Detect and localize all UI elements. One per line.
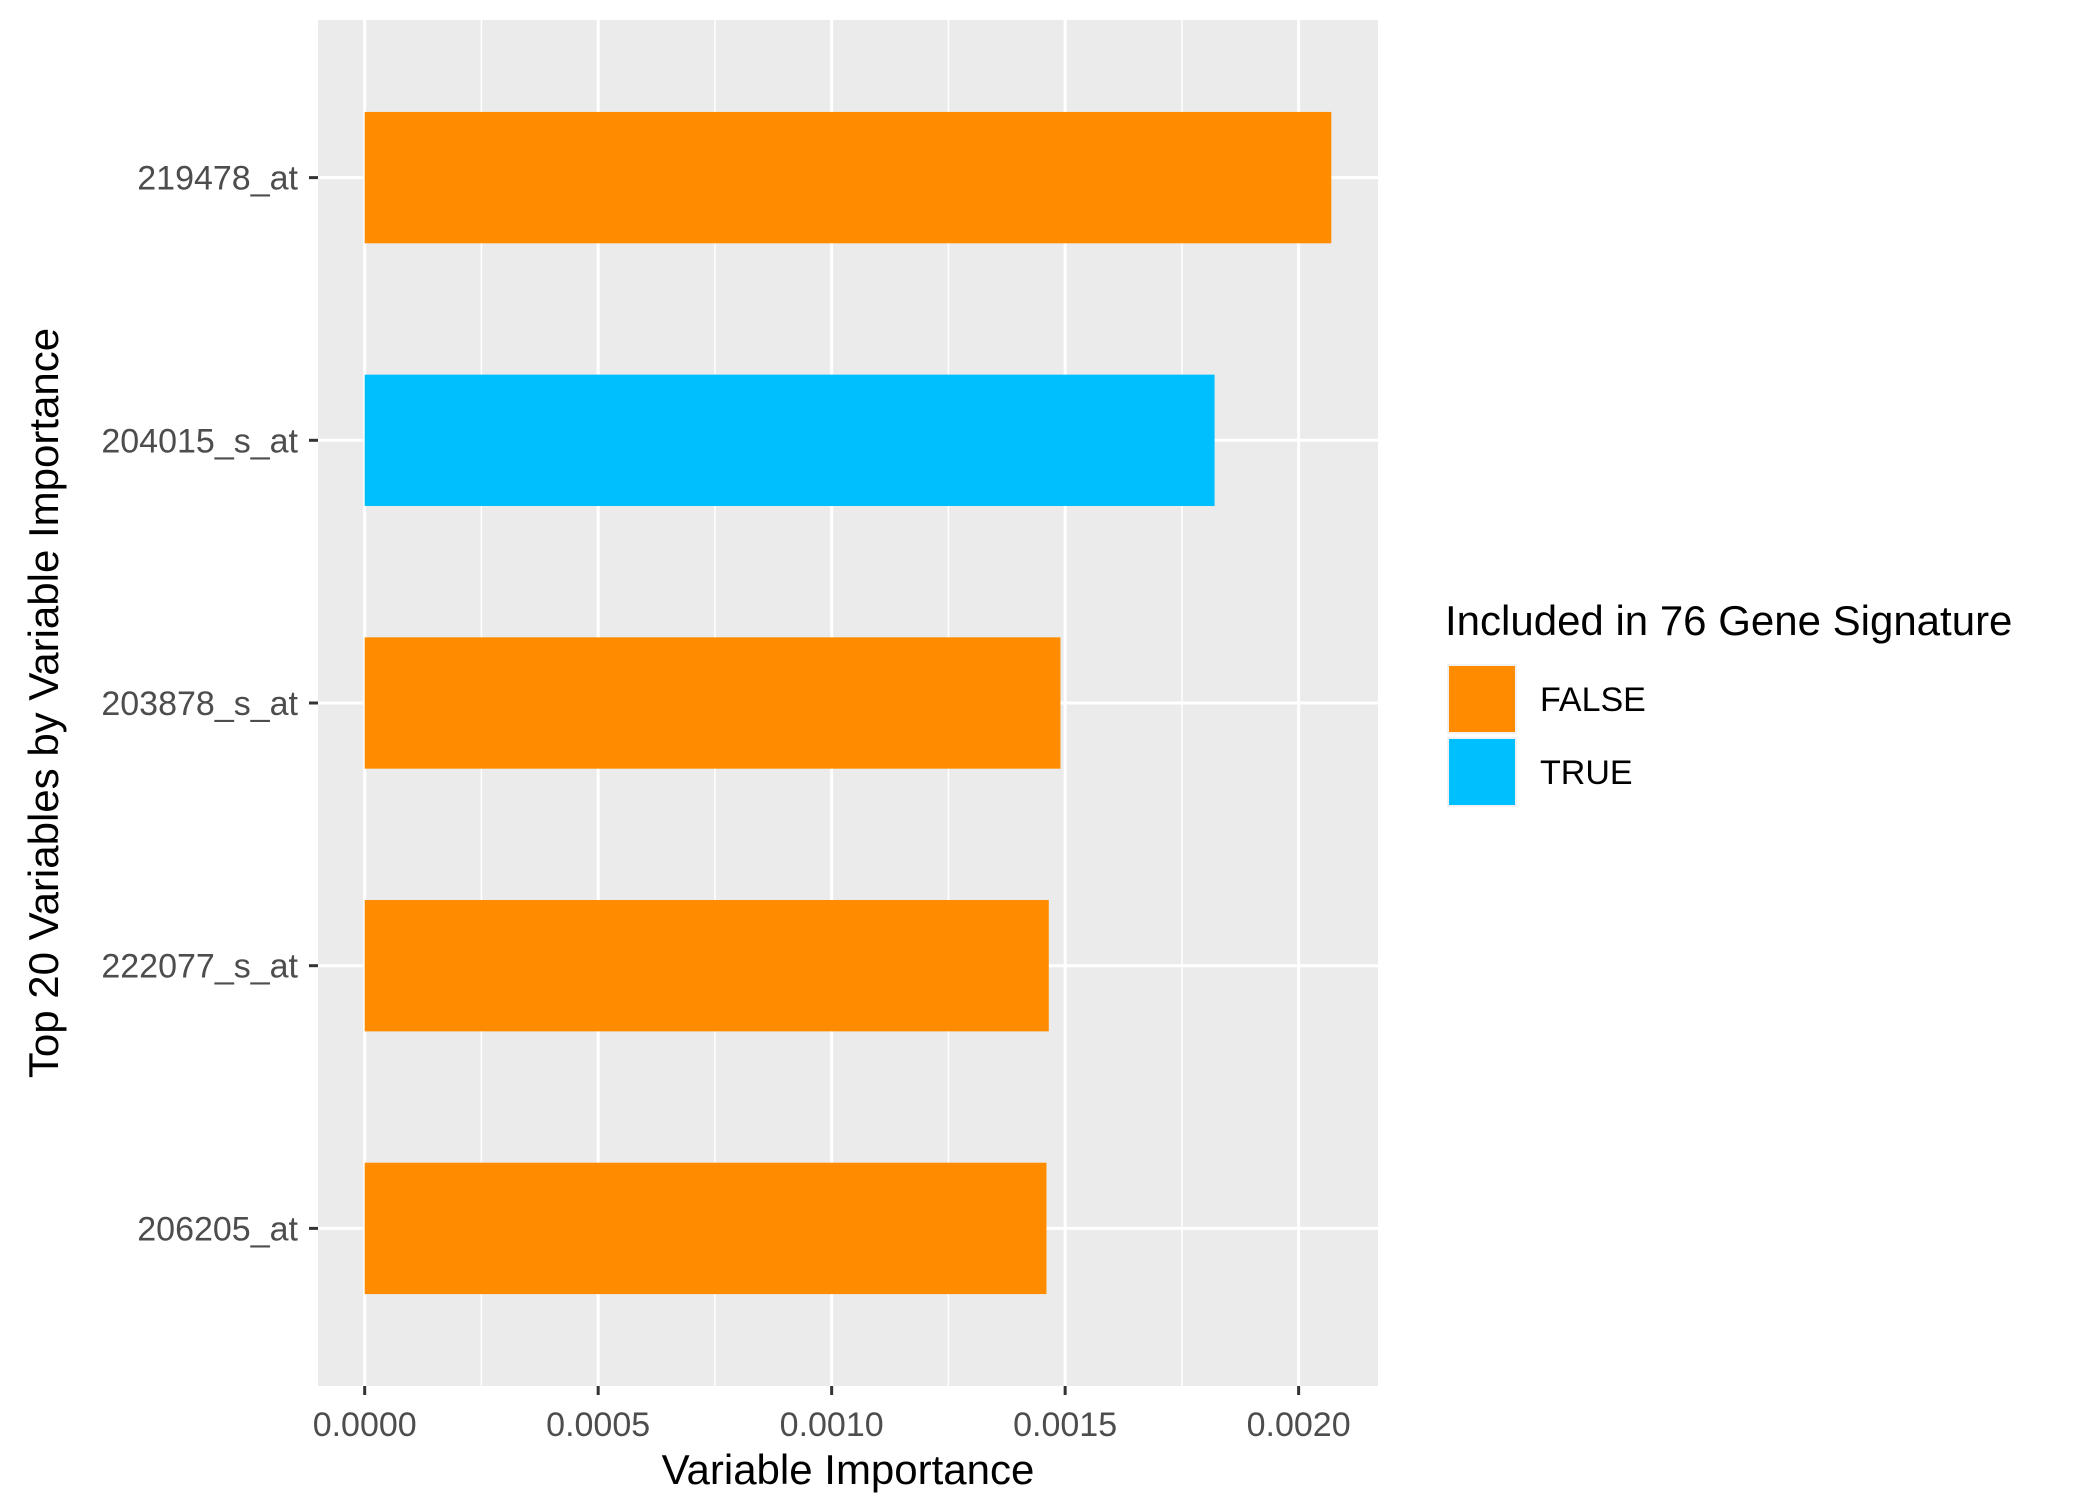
- legend-label-true: TRUE: [1540, 754, 1633, 792]
- y-tick-label: 219478_at: [137, 160, 298, 198]
- y-tick-label: 222077_s_at: [101, 948, 298, 986]
- x-tick-label: 0.0010: [780, 1406, 884, 1444]
- x-tick-label: 0.0000: [313, 1406, 417, 1444]
- x-tick-label: 0.0015: [1013, 1406, 1117, 1444]
- legend-key-false: [1449, 666, 1515, 732]
- bar-219478_at: [364, 111, 1332, 244]
- y-tick-label: 204015_s_at: [101, 422, 298, 460]
- y-axis-title: Top 20 Variables by Variable Importance: [20, 328, 67, 1078]
- bar-222077_s_at: [364, 900, 1049, 1032]
- bar-206205_at: [364, 1162, 1047, 1295]
- y-axis-ticks: 219478_at 204015_s_at 203878_s_at 222077_s_…: [101, 160, 318, 1248]
- bar-204015_s_at: [364, 374, 1215, 506]
- legend: Included in 76 Gene Signature FALSE TRUE: [1445, 597, 2012, 807]
- bar-203878_s_at: [364, 637, 1061, 769]
- legend-key-true: [1449, 739, 1515, 805]
- x-axis-title: Variable Importance: [662, 1446, 1035, 1493]
- legend-title: Included in 76 Gene Signature: [1445, 597, 2012, 644]
- x-axis-ticks: 0.0000 0.0005 0.0010 0.0015 0.0020: [313, 1386, 1351, 1444]
- x-tick-label: 0.0005: [546, 1406, 650, 1444]
- y-tick-label: 203878_s_at: [101, 685, 298, 723]
- bars: [364, 111, 1332, 1295]
- x-tick-label: 0.0020: [1247, 1406, 1351, 1444]
- legend-label-false: FALSE: [1540, 681, 1646, 719]
- y-tick-label: 206205_at: [137, 1210, 298, 1248]
